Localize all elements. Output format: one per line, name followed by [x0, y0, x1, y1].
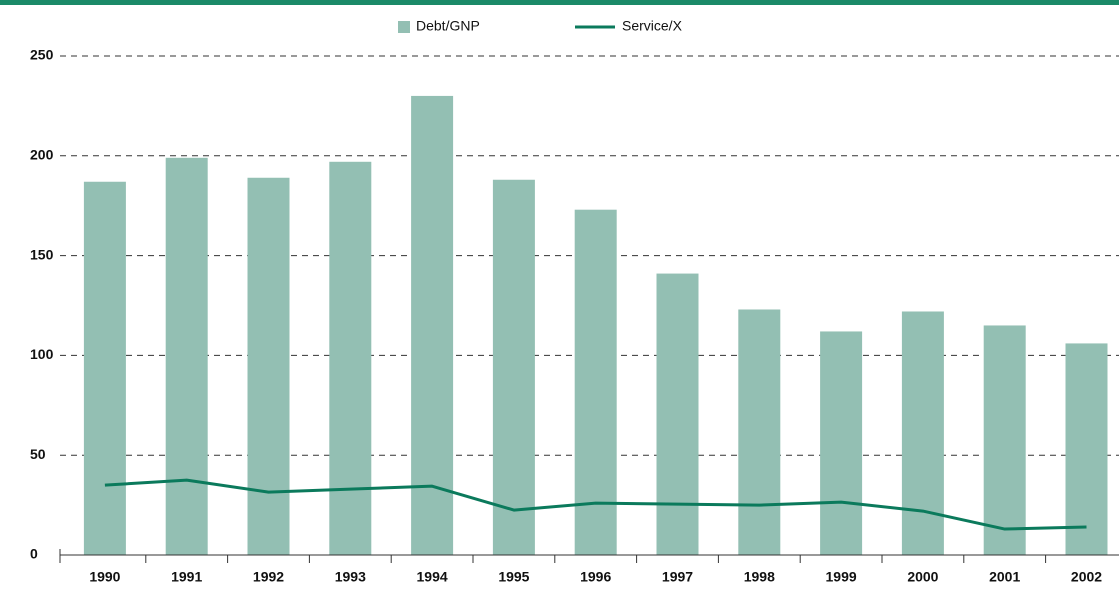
bar [83, 181, 126, 556]
bar [492, 179, 535, 555]
bar [656, 273, 699, 555]
x-tick-label: 1993 [335, 569, 366, 585]
x-tick-label: 1995 [498, 569, 529, 585]
x-tick-label: 1992 [253, 569, 284, 585]
x-tick-label: 1999 [826, 569, 857, 585]
bar [329, 161, 372, 555]
bar [247, 177, 290, 556]
bar [411, 95, 454, 556]
bar [983, 325, 1026, 555]
legend-label: Service/X [622, 18, 683, 34]
x-tick-label: 1996 [580, 569, 611, 585]
x-tick-label: 1990 [89, 569, 120, 585]
bar [165, 157, 208, 555]
line [104, 478, 1087, 531]
y-tick-label: 150 [30, 246, 54, 262]
y-tick-label: 250 [30, 47, 54, 63]
bar [1065, 343, 1108, 555]
y-tick-label: 50 [30, 446, 46, 462]
y-tick-label: 100 [30, 346, 54, 362]
x-tick-label: 2000 [907, 569, 938, 585]
y-tick-label: 0 [30, 546, 38, 562]
legend-swatch [398, 21, 410, 33]
x-tick-label: 1998 [744, 569, 775, 585]
legend: Debt/GNP Service/X [398, 18, 683, 34]
x-tick-label: 1991 [171, 569, 202, 585]
bar [820, 331, 863, 555]
y-tick-label: 200 [30, 147, 54, 163]
x-tick-label: 1994 [417, 569, 448, 585]
bar [738, 309, 781, 555]
x-tick-label: 1997 [662, 569, 693, 585]
bar [574, 209, 617, 555]
top-band [0, 0, 1119, 5]
x-tick-label: 2002 [1071, 569, 1102, 585]
legend-label: Debt/GNP [416, 18, 480, 34]
x-tick-label: 2001 [989, 569, 1020, 585]
bar [901, 311, 944, 555]
